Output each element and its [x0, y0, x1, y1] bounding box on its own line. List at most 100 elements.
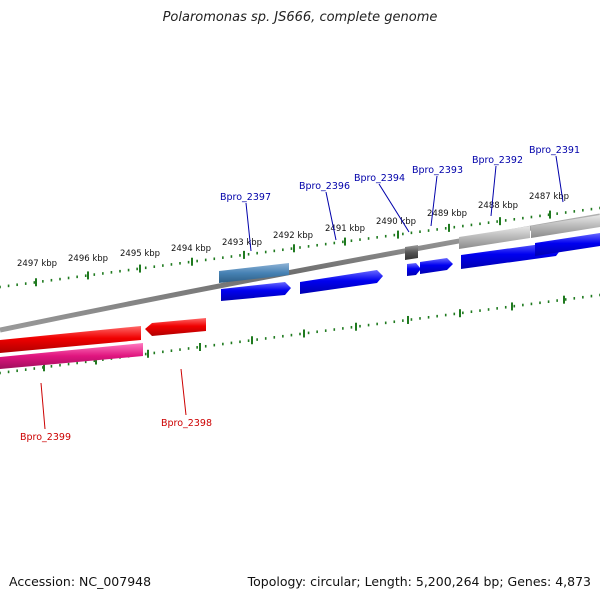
minor-tick [427, 229, 430, 232]
inner-tick-track [0, 293, 600, 375]
major-tick [549, 210, 551, 219]
minor-tick [204, 258, 207, 262]
major-tick [397, 230, 399, 239]
minor-tick [590, 294, 593, 298]
minor-tick [273, 336, 276, 339]
minor-tick [299, 246, 301, 249]
major-tick [459, 309, 461, 318]
gene-feature-bpro-2399[interactable] [0, 343, 143, 369]
minor-tick [196, 259, 198, 263]
gene-feature-bpro-2391[interactable] [531, 215, 600, 238]
minor-tick [504, 305, 507, 309]
genome-stats-label: Topology: circular; Length: 5,200,264 bp… [247, 574, 591, 589]
minor-tick [539, 214, 541, 218]
minor-tick [513, 304, 516, 308]
minor-tick [333, 328, 336, 331]
gene-bpro-2393[interactable] [420, 258, 453, 274]
minor-tick [539, 301, 541, 305]
gene-label-bpro-2398[interactable]: Bpro_2398 [161, 418, 212, 429]
major-tick [355, 322, 357, 331]
gene-feature-bpro-2392[interactable] [459, 226, 530, 249]
gene-bpro-2399[interactable] [0, 326, 141, 353]
gene-feature-bpro-2397[interactable] [219, 263, 289, 283]
minor-tick [470, 310, 473, 314]
minor-tick [316, 243, 318, 247]
minor-tick [307, 331, 310, 335]
major-tick [303, 329, 305, 338]
gene-label-bpro-2392[interactable]: Bpro_2392 [472, 155, 523, 166]
minor-tick [264, 337, 267, 340]
minor-tick [410, 318, 413, 321]
minor-tick [436, 228, 438, 231]
gene-label-bpro-2397[interactable]: Bpro_2397 [220, 192, 271, 203]
minor-tick [93, 359, 96, 363]
gene-bpro-2398[interactable] [145, 318, 206, 336]
gene-bpro-2394[interactable] [407, 263, 421, 276]
major-tick [293, 244, 295, 253]
minor-tick [136, 267, 138, 271]
minor-tick [410, 231, 413, 235]
minor-tick [196, 346, 198, 349]
minor-tick [239, 340, 241, 344]
minor-tick [333, 241, 336, 245]
minor-tick [376, 322, 378, 326]
minor-tick [162, 264, 164, 267]
minor-tick [564, 298, 567, 301]
minor-tick [119, 269, 121, 273]
minor-tick [153, 351, 156, 355]
gene-bpro-2397[interactable] [221, 282, 291, 301]
minor-tick [33, 367, 36, 370]
scale-label: 2490 kbp [376, 217, 416, 227]
minor-tick [222, 256, 224, 259]
minor-tick [324, 329, 327, 332]
forward-features [219, 215, 600, 301]
gene-label-bpro-2396[interactable]: Bpro_2396 [299, 181, 350, 192]
scale-label: 2493 kbp [222, 238, 262, 248]
minor-tick [479, 222, 481, 226]
outer-tick-track [0, 206, 600, 289]
minor-tick [16, 369, 18, 373]
minor-tick [427, 315, 430, 319]
gene-feature-bpro-2394[interactable] [405, 245, 418, 260]
minor-tick [393, 320, 396, 324]
major-tick [35, 278, 37, 287]
minor-tick [84, 274, 87, 278]
minor-tick [316, 330, 318, 334]
major-tick [199, 343, 201, 351]
reverse-features [0, 318, 206, 369]
major-tick [407, 315, 409, 324]
minor-tick [93, 273, 96, 276]
gene-label-bpro-2393[interactable]: Bpro_2393 [412, 165, 463, 176]
scale-label: 2488 kbp [478, 201, 518, 211]
minor-tick [436, 314, 438, 318]
minor-tick [350, 239, 353, 243]
gene-label-bpro-2399[interactable]: Bpro_2399 [20, 432, 71, 443]
minor-tick [530, 215, 533, 219]
gene-label-bpro-2394[interactable]: Bpro_2394 [354, 173, 405, 184]
gene-bpro-2396[interactable] [300, 270, 383, 294]
minor-tick [127, 268, 130, 272]
minor-tick [256, 338, 258, 341]
gene-bpro-2391[interactable] [535, 233, 600, 256]
minor-tick [556, 299, 558, 302]
major-tick [191, 257, 193, 266]
scale-label: 2491 kbp [325, 224, 365, 234]
gene-label-bpro-2391[interactable]: Bpro_2391 [529, 145, 580, 156]
minor-tick [573, 297, 576, 300]
minor-tick [342, 327, 344, 330]
minor-tick [24, 368, 27, 371]
minor-tick [282, 334, 284, 338]
minor-tick [273, 249, 276, 253]
minor-tick [84, 360, 87, 364]
leader-line-bpro-2397 [245, 202, 252, 252]
scale-label: 2487 kbp [529, 192, 569, 202]
minor-tick [522, 216, 524, 220]
minor-tick [204, 344, 207, 348]
minor-tick [582, 208, 584, 212]
minor-tick [7, 370, 10, 374]
minor-tick [402, 232, 404, 236]
major-tick [511, 302, 513, 311]
leader-line-bpro-2399 [40, 382, 46, 430]
